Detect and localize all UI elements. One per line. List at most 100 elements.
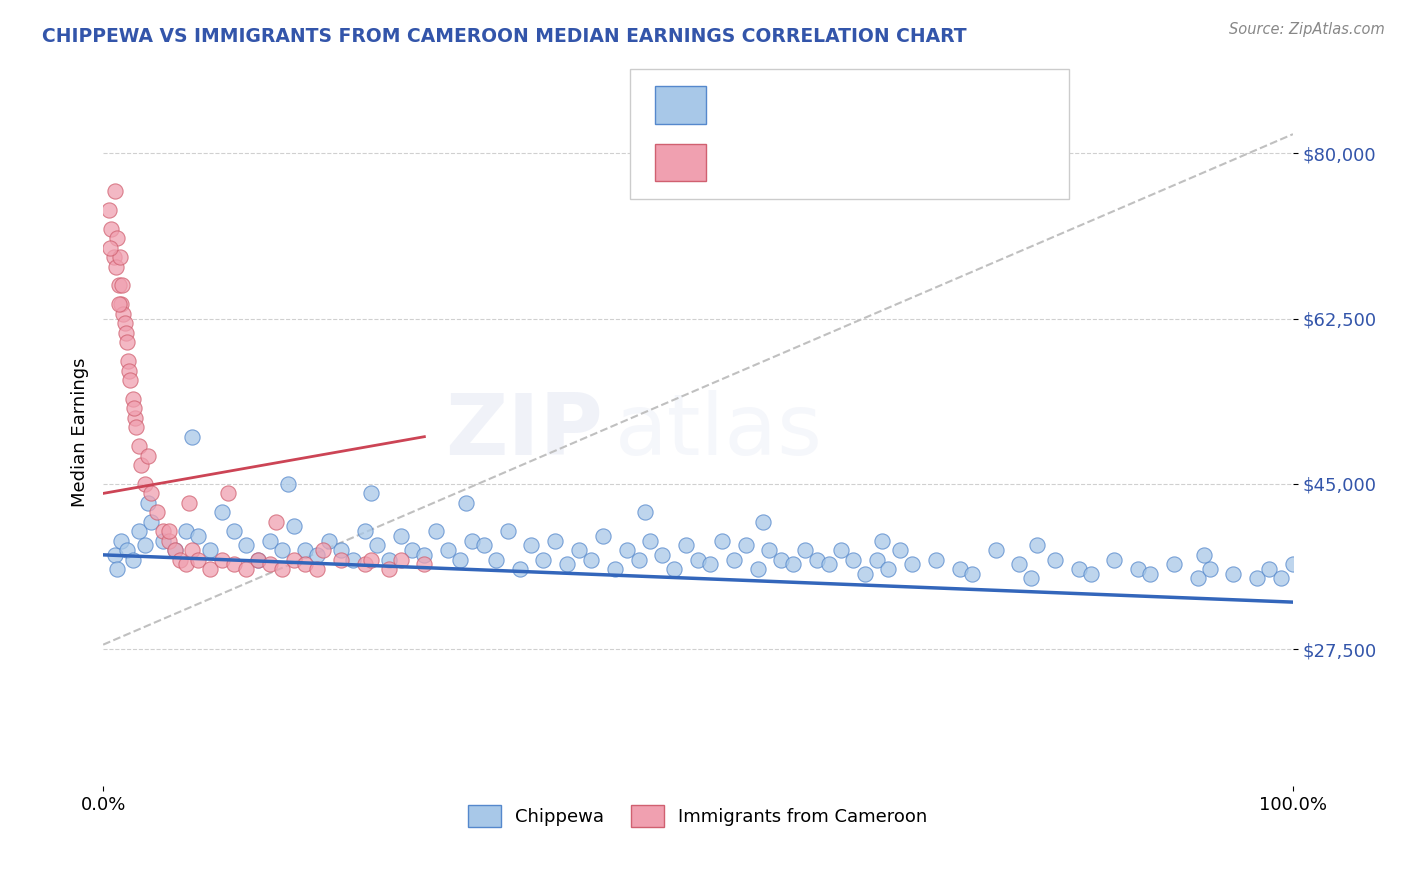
Point	[651, 548, 673, 562]
Point	[425, 524, 447, 539]
Point	[616, 543, 638, 558]
Point	[925, 552, 948, 566]
Point	[277, 477, 299, 491]
Point	[354, 558, 377, 572]
Point	[640, 533, 662, 548]
Point	[555, 558, 578, 572]
Text: ZIP: ZIP	[446, 391, 603, 474]
Point	[454, 496, 477, 510]
Point	[152, 533, 174, 548]
Point	[187, 529, 209, 543]
Point	[152, 524, 174, 539]
Point	[568, 543, 591, 558]
Point	[949, 562, 972, 576]
Point	[134, 538, 156, 552]
Point	[104, 548, 127, 562]
Point	[114, 326, 136, 340]
Point	[117, 354, 139, 368]
Point	[872, 533, 894, 548]
Point	[770, 552, 793, 566]
Point	[389, 529, 412, 543]
Point	[294, 543, 316, 558]
Point	[354, 524, 377, 539]
Point	[877, 562, 900, 576]
Point	[145, 505, 167, 519]
Point	[217, 486, 239, 500]
Point	[509, 562, 531, 576]
Point	[1043, 552, 1066, 566]
Point	[686, 552, 709, 566]
Point	[734, 538, 756, 552]
Point	[366, 538, 388, 552]
Point	[437, 543, 460, 558]
Point	[865, 552, 887, 566]
Point	[128, 524, 150, 539]
Point	[389, 552, 412, 566]
Point	[592, 529, 614, 543]
Point	[259, 533, 281, 548]
Text: atlas: atlas	[614, 391, 823, 474]
Point	[157, 524, 180, 539]
Point	[330, 552, 353, 566]
Point	[675, 538, 697, 552]
Point	[294, 558, 316, 572]
Point	[307, 562, 329, 576]
Point	[139, 486, 162, 500]
Point	[1104, 552, 1126, 566]
Point	[1008, 558, 1031, 572]
Point	[1258, 562, 1281, 576]
Point	[1270, 572, 1292, 586]
Point	[176, 524, 198, 539]
Point	[181, 430, 204, 444]
Point	[377, 562, 399, 576]
Point	[118, 363, 141, 377]
Point	[177, 496, 200, 510]
Point	[330, 543, 353, 558]
Text: R =  0.096   N =  57: R = 0.096 N = 57	[723, 153, 922, 171]
Point	[723, 552, 745, 566]
Point	[107, 562, 129, 576]
Point	[1282, 558, 1305, 572]
Point	[1128, 562, 1150, 576]
Point	[360, 552, 382, 566]
Point	[112, 307, 135, 321]
Point	[1246, 572, 1268, 586]
Legend: Chippewa, Immigrants from Cameroon: Chippewa, Immigrants from Cameroon	[461, 797, 935, 834]
Text: R = -0.245   N = 101: R = -0.245 N = 101	[723, 96, 922, 114]
Point	[100, 221, 122, 235]
FancyBboxPatch shape	[630, 69, 1069, 199]
Point	[710, 533, 733, 548]
Point	[246, 552, 269, 566]
Point	[401, 543, 423, 558]
Point	[1198, 562, 1220, 576]
Point	[806, 552, 828, 566]
Point	[1187, 572, 1209, 586]
Bar	[655, 87, 706, 124]
Point	[1139, 566, 1161, 581]
Point	[108, 250, 131, 264]
Point	[264, 515, 287, 529]
Point	[889, 543, 911, 558]
Point	[124, 410, 146, 425]
Point	[1067, 562, 1090, 576]
Point	[579, 552, 602, 566]
Point	[531, 552, 554, 566]
Point	[98, 241, 121, 255]
Point	[270, 562, 292, 576]
Point	[1019, 572, 1042, 586]
Point	[115, 543, 138, 558]
Point	[664, 562, 686, 576]
Point	[235, 538, 257, 552]
Point	[360, 486, 382, 500]
Point	[472, 538, 495, 552]
Point	[307, 548, 329, 562]
Point	[187, 552, 209, 566]
Point	[627, 552, 650, 566]
Point	[853, 566, 876, 581]
Point	[122, 552, 145, 566]
Point	[222, 524, 245, 539]
Point	[485, 552, 508, 566]
Point	[794, 543, 817, 558]
Point	[841, 552, 863, 566]
Point	[103, 250, 125, 264]
